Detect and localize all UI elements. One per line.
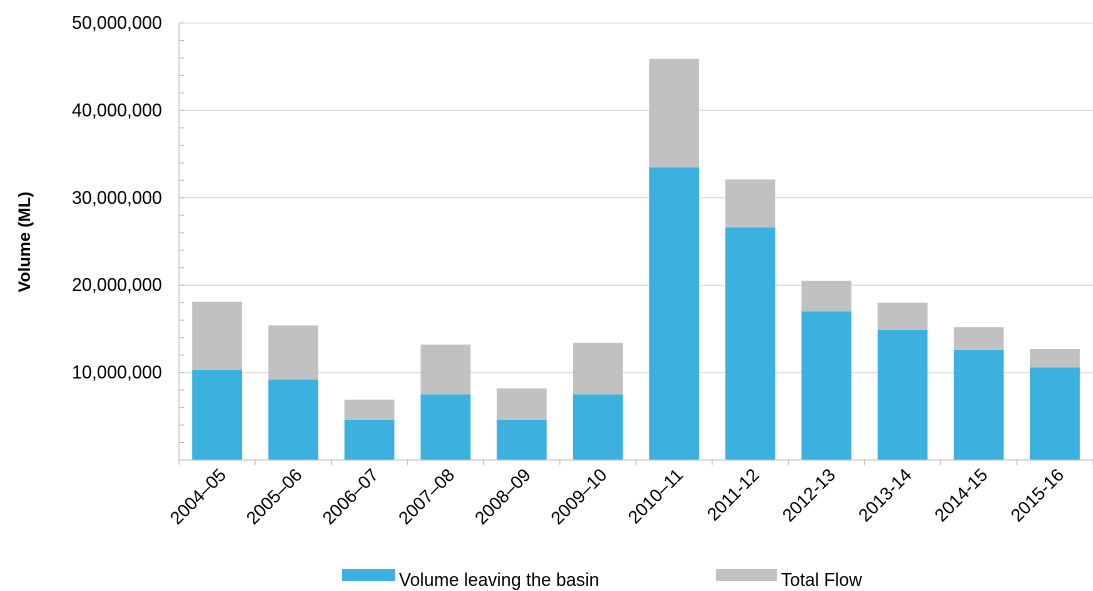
- bar-segment: [725, 227, 776, 460]
- legend-label: Total Flow: [781, 570, 863, 590]
- bar-segment: [1029, 349, 1080, 368]
- y-tick-label: 10,000,000: [72, 363, 162, 383]
- x-tick-label: 2010–11: [624, 465, 687, 528]
- y-tick-label: 20,000,000: [72, 275, 162, 295]
- bar-segment: [572, 342, 623, 395]
- bar-segment: [877, 302, 928, 330]
- x-tick-label: 2014-15: [931, 465, 992, 526]
- y-tick-label: 30,000,000: [72, 188, 162, 208]
- bar-segment: [649, 58, 700, 168]
- x-tick-labels: 2004–05 2005–06 2006–07 2007–08 2008–09 2009–…: [166, 465, 1068, 529]
- x-tick-label: 2009–10: [547, 465, 611, 529]
- bar-segment: [344, 399, 395, 420]
- x-tick-label: 2004–05: [166, 465, 230, 529]
- bar-segment: [268, 379, 319, 460]
- bar-segment: [192, 301, 243, 370]
- bar-segment: [801, 311, 852, 460]
- x-tick-label: 2015-16: [1007, 465, 1068, 526]
- bar-segment: [420, 344, 471, 395]
- y-tick-label: 40,000,000: [72, 100, 162, 120]
- legend-swatch: [342, 569, 395, 581]
- bar-segment: [801, 280, 852, 312]
- x-tick-label: 2012-13: [778, 465, 839, 526]
- x-tick-label: 2007–08: [395, 465, 459, 529]
- legend-swatch: [716, 569, 777, 581]
- bar-segment: [496, 388, 547, 420]
- x-tick-label: 2013-14: [855, 465, 916, 526]
- bar-segment: [420, 394, 471, 460]
- bar-segment: [268, 325, 319, 380]
- bar-segment: [1029, 367, 1080, 460]
- bar-segment: [649, 167, 700, 460]
- bar-segment: [953, 327, 1004, 350]
- legend: Volume leaving the basin Total Flow: [342, 569, 863, 590]
- bar-segment: [877, 329, 928, 460]
- bar-segment: [572, 394, 623, 460]
- bar-segment: [344, 419, 395, 460]
- bar-segment: [725, 179, 776, 228]
- x-tick-label: 2006–07: [319, 465, 383, 529]
- axes: [178, 22, 1093, 465]
- bar-segment: [496, 419, 547, 460]
- bars: [192, 58, 1080, 460]
- bar-segment: [192, 369, 243, 460]
- y-tick-label: 50,000,000: [72, 13, 162, 33]
- x-tick-label: 2005–06: [242, 465, 306, 529]
- legend-label: Volume leaving the basin: [399, 570, 599, 590]
- y-axis-title: Volume (ML): [15, 192, 34, 293]
- y-tick-labels: 10,000,000 20,000,000 30,000,000 40,000,000…: [72, 13, 162, 383]
- x-tick-label: 2008–09: [471, 465, 535, 529]
- x-tick-label: 2011-12: [703, 465, 763, 525]
- gridlines: [179, 22, 1093, 374]
- bar-segment: [953, 349, 1004, 460]
